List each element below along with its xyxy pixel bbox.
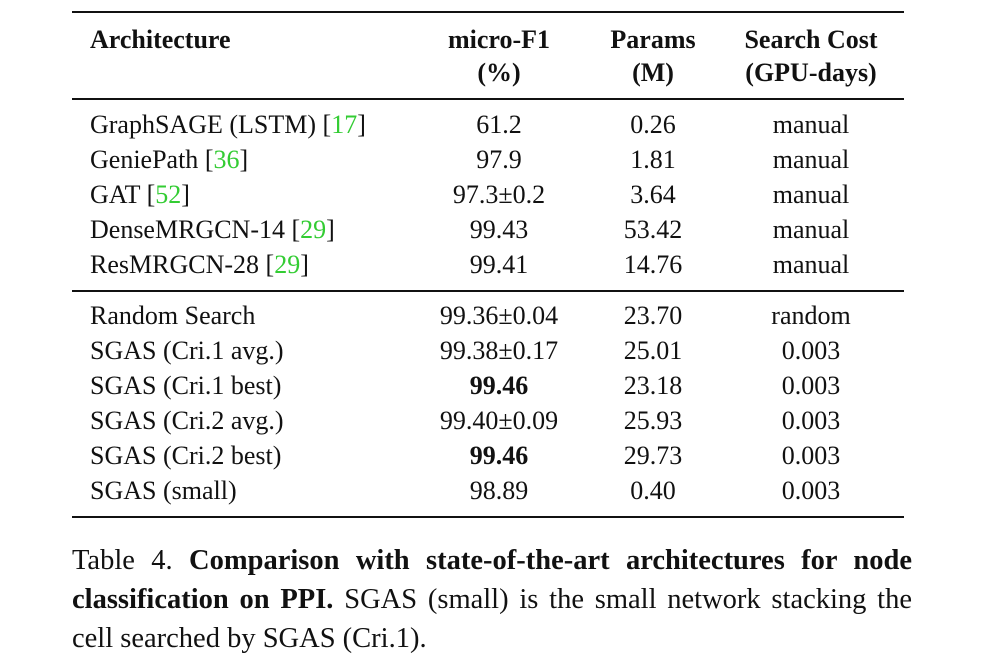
value-cell: 0.003 <box>781 336 841 365</box>
header-cell: Architecture <box>90 25 231 54</box>
citation: 17 <box>323 110 366 139</box>
value-cell: 99.36±0.04 <box>439 301 559 330</box>
architecture-cell: SGAS (small) <box>90 476 237 506</box>
value-cell: 0.003 <box>781 476 841 505</box>
caption-title: Comparison with state-of-the-art archite… <box>72 545 913 615</box>
architecture-name: GAT <box>90 180 141 209</box>
header-cell: (GPU-days) <box>745 58 877 87</box>
value-cell: 0.26 <box>630 110 676 139</box>
citation: 52 <box>147 180 190 209</box>
value-cell: 23.70 <box>623 301 683 330</box>
value-cell: 99.40±0.09 <box>439 406 559 435</box>
architecture-name: GeniePath <box>90 145 199 174</box>
architecture-cell: SGAS (Cri.1 best) <box>90 371 281 401</box>
value-cell: 97.9 <box>476 145 522 174</box>
architecture-cell: GeniePath 36 <box>90 145 248 175</box>
header-rule <box>72 98 904 100</box>
architecture-name: SGAS (Cri.1 avg.) <box>90 336 284 365</box>
value-cell: 1.81 <box>630 145 676 174</box>
value-cell: 99.43 <box>469 215 529 244</box>
value-cell: 99.38±0.17 <box>439 336 559 365</box>
value-cell: random <box>771 301 851 330</box>
caption-text: SGAS (small) is the small network stacki… <box>72 584 913 654</box>
architecture-cell: SGAS (Cri.2 best) <box>90 441 281 471</box>
value-cell: 0.003 <box>781 441 841 470</box>
value-cell: 61.2 <box>476 110 522 139</box>
architecture-name: Random Search <box>90 301 256 330</box>
architecture-name: SGAS (Cri.1 best) <box>90 371 282 400</box>
header-cell: Search Cost <box>744 25 878 54</box>
bottom-rule <box>72 516 904 518</box>
value-cell: 0.003 <box>781 371 841 400</box>
value-cell: 98.89 <box>469 476 529 505</box>
value-cell: 99.46 <box>469 441 529 470</box>
group-rule <box>72 290 904 292</box>
value-cell: 25.93 <box>623 406 683 435</box>
value-cell: manual <box>772 215 850 244</box>
architecture-name: GraphSAGE (LSTM) <box>90 110 317 139</box>
architecture-cell: SGAS (Cri.2 avg.) <box>90 406 284 436</box>
architecture-name: SGAS (small) <box>90 476 237 505</box>
value-cell: 99.41 <box>469 250 529 279</box>
architecture-cell: Random Search <box>90 301 255 331</box>
value-cell: manual <box>772 180 850 209</box>
caption: Table 4. Comparison with state-of-the-ar… <box>72 541 912 658</box>
architecture-cell: SGAS (Cri.1 avg.) <box>90 336 284 366</box>
value-cell: 29.73 <box>623 441 683 470</box>
value-cell: 0.003 <box>781 406 841 435</box>
value-cell: 23.18 <box>623 371 683 400</box>
header-cell: (M) <box>632 58 674 87</box>
value-cell: manual <box>772 110 850 139</box>
value-cell: manual <box>772 145 850 174</box>
value-cell: 53.42 <box>623 215 683 244</box>
architecture-cell: DenseMRGCN-14 29 <box>90 215 335 245</box>
architecture-cell: ResMRGCN-28 29 <box>90 250 309 280</box>
header-cell: micro-F1 <box>447 25 551 54</box>
value-cell: 14.76 <box>623 250 683 279</box>
citation: 29 <box>266 250 309 279</box>
architecture-name: DenseMRGCN-14 <box>90 215 285 244</box>
header-cell: (%) <box>477 58 521 87</box>
citation: 36 <box>205 145 248 174</box>
top-rule <box>72 11 904 13</box>
architecture-cell: GAT 52 <box>90 180 190 210</box>
architecture-cell: GraphSAGE (LSTM) 17 <box>90 110 366 140</box>
architecture-name: ResMRGCN-28 <box>90 250 260 279</box>
caption-label: Table 4. <box>72 545 173 576</box>
value-cell: 97.3±0.2 <box>452 180 546 209</box>
architecture-name: SGAS (Cri.2 best) <box>90 441 282 470</box>
header-cell: Params <box>610 25 696 54</box>
value-cell: 99.46 <box>469 371 529 400</box>
architecture-name: SGAS (Cri.2 avg.) <box>90 406 284 435</box>
value-cell: 3.64 <box>630 180 676 209</box>
value-cell: manual <box>772 250 850 279</box>
value-cell: 25.01 <box>623 336 683 365</box>
value-cell: 0.40 <box>630 476 676 505</box>
citation: 29 <box>292 215 335 244</box>
